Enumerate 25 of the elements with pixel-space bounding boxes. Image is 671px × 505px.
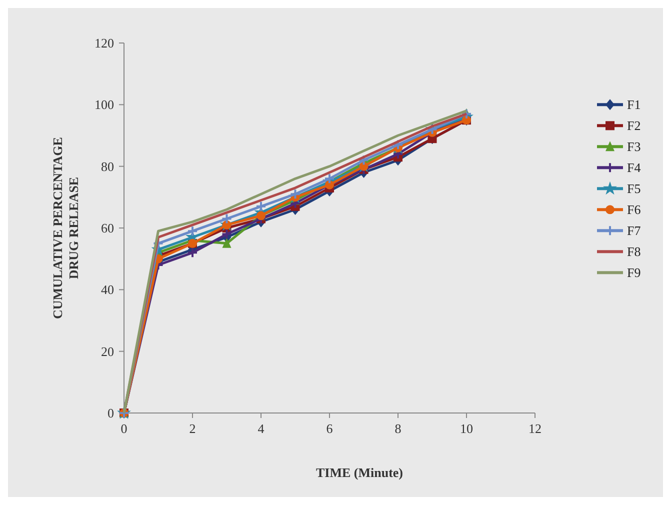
x-tick-label: 8 [394, 421, 402, 436]
y-tick-label: 60 [101, 220, 114, 236]
x-tick-label: 12 [528, 421, 542, 436]
legend-label: F8 [627, 244, 641, 260]
y-tick-label: 20 [101, 344, 114, 359]
y-tick-label: 40 [101, 282, 114, 298]
legend-label: F2 [627, 118, 641, 134]
y-axis-title: CUMULATIVE PERCENTAGE DRUG RELEASE [50, 137, 81, 319]
legend-label: F7 [627, 223, 642, 238]
x-tick-label: 0 [120, 421, 128, 436]
legend-label: F6 [627, 202, 642, 218]
legend-label: F9 [627, 265, 641, 280]
legend-label: F4 [627, 160, 642, 176]
x-tick-label: 2 [189, 421, 196, 436]
legend-label: F1 [627, 97, 641, 112]
x-tick-label: 6 [326, 421, 334, 436]
y-tick-label: 0 [108, 406, 114, 421]
y-tick-label: 120 [94, 36, 114, 51]
legend-label: F3 [627, 139, 641, 154]
x-tick-label: 4 [258, 421, 265, 436]
y-tick-label: 100 [94, 97, 114, 112]
x-tick-label: 10 [460, 421, 473, 436]
y-tick-label: 80 [101, 158, 114, 174]
x-axis-title: TIME (Minute) [316, 465, 404, 480]
legend-label: F5 [627, 181, 641, 196]
